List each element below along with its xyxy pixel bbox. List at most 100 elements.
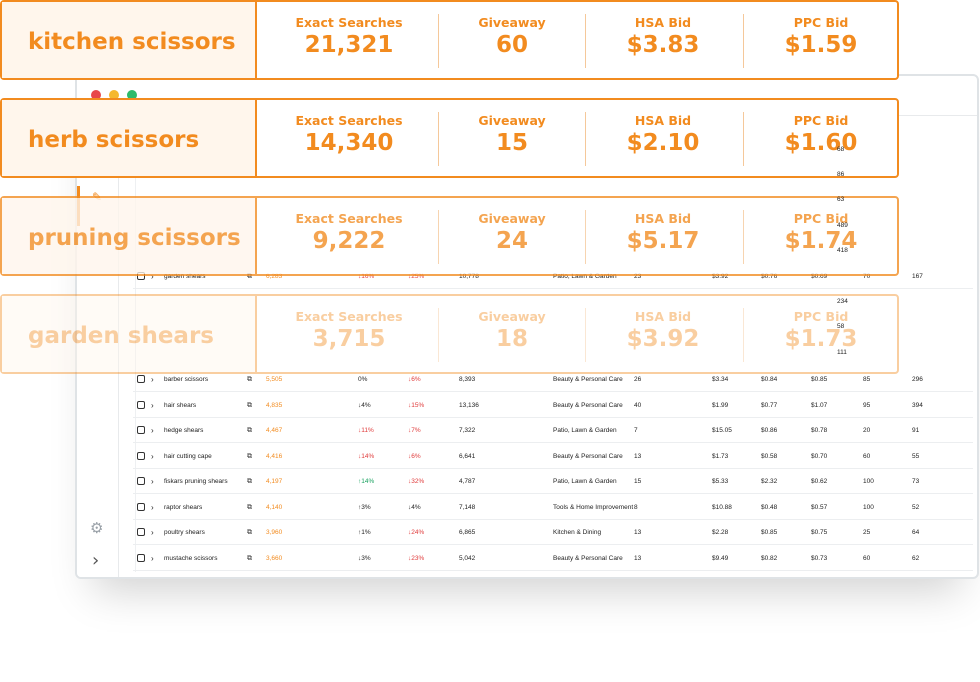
keyword-cell[interactable]: poultry shears bbox=[164, 529, 205, 536]
giveaway-stat: Giveaway 60 bbox=[442, 15, 582, 58]
external-link-icon[interactable]: ⧉ bbox=[247, 478, 252, 485]
value-cell: $2.32 bbox=[761, 478, 778, 485]
external-link-icon[interactable]: ⧉ bbox=[247, 452, 252, 460]
keyword-card[interactable]: garden shears Exact Searches 3,715 Giveaway… bbox=[0, 294, 899, 374]
chevron-right-icon[interactable]: › bbox=[151, 451, 154, 461]
category-cell: Tools & Home Improvement bbox=[553, 503, 634, 511]
keyword-title: garden shears bbox=[28, 323, 214, 349]
peek-value: 111 bbox=[837, 349, 847, 356]
chevron-right-icon[interactable]: › bbox=[151, 272, 154, 281]
chevron-right-icon[interactable]: › bbox=[151, 502, 154, 512]
table-row[interactable]: › poultry shears ⧉ 3,960 ↑1% ↓24% 6,865 Kitchen… bbox=[133, 520, 973, 545]
window-controls bbox=[91, 90, 137, 100]
row-checkbox[interactable] bbox=[137, 546, 145, 571]
trend-cell: ↓24% bbox=[408, 529, 425, 536]
table-row[interactable]: › fiskars pruning shears ⧉ 4,197 ↑14% ↓32% 4,7… bbox=[133, 469, 973, 494]
trend-cell: ↓16% bbox=[358, 273, 375, 280]
results-cell: 4,787 bbox=[459, 478, 476, 485]
minimize-window-button[interactable] bbox=[109, 90, 119, 100]
chevron-right-icon[interactable]: › bbox=[151, 528, 154, 537]
ppc-bid-stat: PPC Bid $1.60 bbox=[746, 113, 896, 156]
chevron-right-icon[interactable]: › bbox=[151, 426, 154, 435]
keyword-cell[interactable]: raptor shears bbox=[164, 503, 203, 511]
keyword-cell[interactable]: hair cutting cape bbox=[164, 452, 212, 460]
table-row[interactable]: › mustache scissors ⧉ 3,660 ↓3% ↓23% 5,042 Beau… bbox=[133, 546, 973, 571]
giveaway-cell: 26 bbox=[634, 376, 642, 383]
external-link-icon[interactable]: ⧉ bbox=[247, 529, 252, 536]
stat-value: 15 bbox=[495, 130, 528, 156]
stat-value: $1.59 bbox=[784, 32, 858, 58]
stat-label: HSA Bid bbox=[634, 15, 692, 30]
table-row[interactable]: › hair cutting cape ⧉ 4,416 ↓14% ↓6% 6,641 Beau… bbox=[133, 444, 973, 469]
external-link-icon[interactable]: ⧉ bbox=[247, 273, 252, 280]
chevron-right-icon[interactable]: › bbox=[151, 400, 154, 410]
value-cell: $0.57 bbox=[811, 503, 828, 511]
keyword-cell[interactable]: hedge shears bbox=[164, 427, 204, 434]
table-row[interactable]: › hedge shears ⧉ 4,467 ↓11% ↓7% 7,322 Patio, La… bbox=[133, 418, 973, 443]
close-window-button[interactable] bbox=[91, 90, 101, 100]
value-cell: $0.84 bbox=[761, 376, 778, 383]
row-checkbox[interactable] bbox=[137, 393, 145, 418]
external-link-icon[interactable]: ⧉ bbox=[247, 401, 252, 409]
results-cell: 6,865 bbox=[459, 529, 476, 536]
table-row[interactable]: › barber scissors ⧉ 5,505 0% ↓6% 8,393 Beauty &… bbox=[133, 367, 973, 392]
giveaway-cell: 13 bbox=[634, 529, 642, 536]
external-link-icon[interactable]: ⧉ bbox=[247, 427, 252, 434]
chevron-right-icon[interactable]: › bbox=[151, 477, 154, 486]
stat-value: 18 bbox=[495, 326, 528, 352]
stat-value: $5.17 bbox=[626, 228, 700, 254]
value-cell: 100 bbox=[863, 478, 874, 485]
row-checkbox[interactable] bbox=[137, 469, 145, 494]
keyword-cell[interactable]: hair shears bbox=[164, 401, 197, 409]
row-checkbox[interactable] bbox=[137, 520, 145, 545]
trend-cell: ↓11% bbox=[358, 427, 374, 434]
external-link-icon[interactable]: ⧉ bbox=[247, 554, 252, 562]
keyword-cell[interactable]: garden shears bbox=[164, 273, 206, 280]
chevron-right-icon[interactable]: › bbox=[92, 550, 100, 571]
keyword-table bbox=[135, 132, 977, 572]
value-cell: $0.73 bbox=[811, 554, 828, 562]
gear-icon[interactable]: ⚙ bbox=[90, 519, 104, 537]
results-cell: 7,322 bbox=[459, 427, 476, 434]
peek-value: 489 bbox=[837, 222, 848, 229]
stat-label: Exact Searches bbox=[295, 211, 403, 226]
value-cell: 20 bbox=[863, 427, 871, 434]
keyword-card[interactable]: pruning scissors Exact Searches 9,222 Givea… bbox=[0, 196, 899, 276]
keyword-card[interactable]: herb scissors Exact Searches 14,340 Giveawa… bbox=[0, 98, 899, 178]
table-row[interactable]: › raptor shears ⧉ 4,140 ↑3% ↓4% 7,148 Tools & H… bbox=[133, 495, 973, 520]
row-checkbox[interactable] bbox=[137, 367, 145, 392]
value-cell: $0.86 bbox=[761, 427, 778, 434]
trend-cell: ↓15% bbox=[408, 401, 425, 409]
stat-value: 14,340 bbox=[304, 130, 394, 156]
giveaway-stat: Giveaway 15 bbox=[442, 113, 582, 156]
value-cell: $0.75 bbox=[811, 529, 828, 536]
chevron-right-icon[interactable]: › bbox=[151, 375, 154, 384]
trend-cell: ↓4% bbox=[408, 503, 421, 511]
row-checkbox[interactable] bbox=[137, 418, 145, 443]
divider bbox=[743, 14, 744, 68]
exact-searches-stat: Exact Searches 9,222 bbox=[264, 211, 434, 254]
table-row[interactable]: › hair shears ⧉ 4,835 ↓4% ↓15% 13,136 Beauty & … bbox=[133, 393, 973, 418]
value-cell: 62 bbox=[912, 554, 920, 562]
keyword-cell[interactable]: mustache scissors bbox=[164, 554, 218, 562]
row-checkbox[interactable] bbox=[137, 444, 145, 469]
giveaway-stat: Giveaway 18 bbox=[442, 309, 582, 352]
divider bbox=[585, 112, 586, 166]
hsa-bid-stat: HSA Bid $3.92 bbox=[588, 309, 738, 352]
value-cell: $0.48 bbox=[761, 503, 778, 511]
keyword-card[interactable]: kitchen scissors Exact Searches 21,321 Give… bbox=[0, 0, 899, 80]
trend-cell: ↓14% bbox=[358, 452, 375, 460]
row-checkbox[interactable] bbox=[137, 495, 145, 520]
category-cell: Kitchen & Dining bbox=[553, 529, 602, 536]
sidebar: ✎ ⚙ › bbox=[77, 116, 119, 577]
value-cell: 70 bbox=[863, 273, 871, 280]
keyword-cell[interactable]: barber scissors bbox=[164, 376, 209, 383]
chevron-right-icon[interactable]: › bbox=[151, 553, 154, 563]
maximize-window-button[interactable] bbox=[127, 90, 137, 100]
giveaway-cell: 23 bbox=[634, 273, 642, 280]
ppc-bid-stat: PPC Bid $1.73 bbox=[746, 309, 896, 352]
external-link-icon[interactable]: ⧉ bbox=[247, 376, 252, 383]
keyword-cell[interactable]: fiskars pruning shears bbox=[164, 478, 228, 485]
stat-value: 3,715 bbox=[312, 326, 386, 352]
external-link-icon[interactable]: ⧉ bbox=[247, 503, 252, 511]
